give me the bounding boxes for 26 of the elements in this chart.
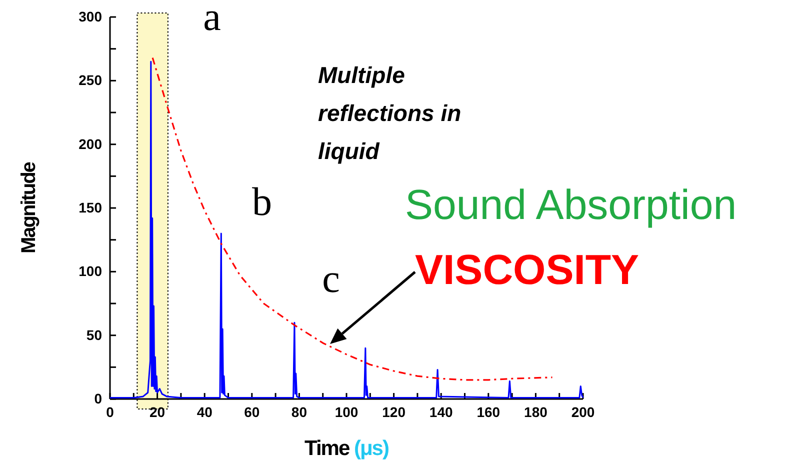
y-tick-label: 100 bbox=[78, 263, 102, 280]
x-tick-label: 100 bbox=[334, 404, 358, 420]
annotation: Sound Absorption bbox=[405, 181, 737, 228]
y-tick-label: 250 bbox=[78, 72, 102, 88]
y-tick-label: 200 bbox=[78, 136, 102, 152]
y-tick-label: 50 bbox=[86, 326, 102, 343]
x-tick-label: 120 bbox=[382, 404, 406, 420]
x-tick-label: 40 bbox=[196, 404, 213, 420]
annotation: c bbox=[322, 256, 340, 301]
x-tick-label: 160 bbox=[476, 404, 500, 420]
x-tick-label: 200 bbox=[571, 404, 595, 420]
annotation: VISCOSITY bbox=[415, 246, 640, 293]
x-tick-label: 0 bbox=[106, 404, 114, 420]
y-axis-title: Magnitude bbox=[18, 162, 40, 254]
annotation: Multiple reflections in liquid bbox=[318, 62, 462, 164]
x-tick-label: 180 bbox=[524, 404, 548, 420]
y-tick-label: 300 bbox=[78, 8, 102, 24]
y-tick-label: 150 bbox=[78, 199, 102, 216]
annotation: b bbox=[252, 179, 272, 224]
x-tick-label: 140 bbox=[429, 404, 453, 420]
annotation: a bbox=[203, 0, 222, 39]
x-tick-label: 60 bbox=[244, 404, 260, 420]
y-tick-label: 0 bbox=[94, 390, 102, 406]
x-tick-label: 80 bbox=[291, 404, 308, 420]
x-tick-label: 20 bbox=[150, 404, 166, 420]
x-axis-title: Time (μs) bbox=[304, 437, 388, 460]
